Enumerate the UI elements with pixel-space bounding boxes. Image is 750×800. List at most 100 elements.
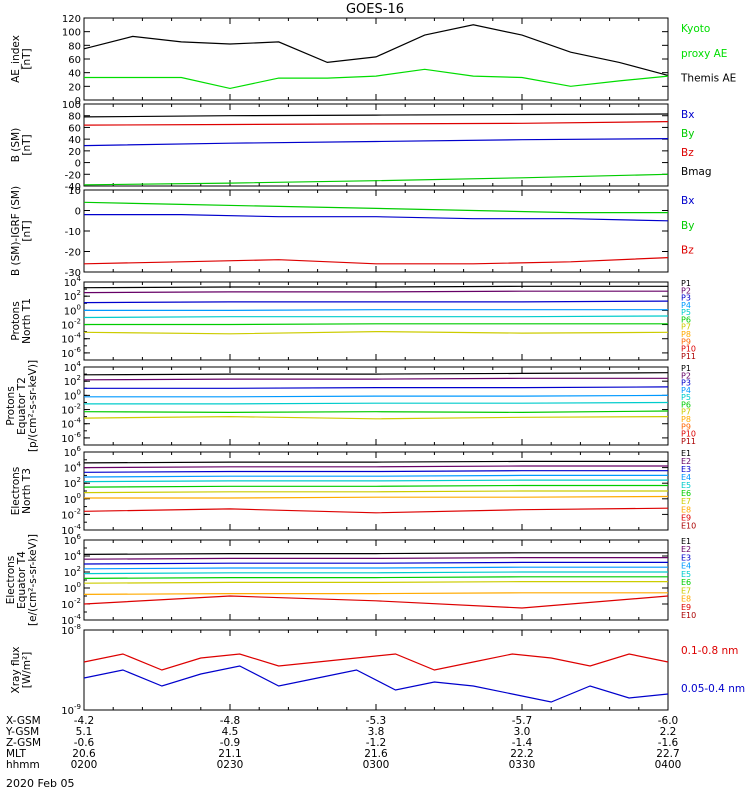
y-axis-label: B (SM)-IGRF (SM) [10, 186, 22, 276]
legend-entry: E9 [681, 513, 691, 522]
panel-3: -30 -20 -10 0 10 B (SM)-IGRF (SM) [nT] Bx By Bz [10, 186, 694, 279]
legend-entry: P5 [681, 393, 691, 402]
y-axis-label: Equator T2 [16, 377, 28, 435]
y-tick-label: 100 [64, 303, 81, 317]
y-tick-label: 10-4 [61, 417, 81, 431]
legend-entry: proxy AE [681, 48, 727, 60]
axis-row-value: -1.2 [366, 737, 387, 749]
series-line-p2 [83, 377, 668, 381]
series-line-p3 [84, 386, 669, 389]
y-tick-label: 100 [62, 28, 81, 39]
y-tick-label: 10 [68, 186, 81, 197]
y-tick-label: 100 [64, 388, 81, 402]
panel-7: 10-4 10-2 100 102 104 106 Electrons Equator T4[… [5, 533, 696, 627]
y-tick-label: 0 [75, 159, 81, 170]
legend-entry: P6 [681, 400, 691, 409]
series-line-e9 [83, 595, 669, 609]
series-line-bx [83, 138, 669, 147]
legend-entry: P7 [681, 323, 691, 332]
series-line-bmag [83, 113, 669, 118]
y-tick-label: 80 [68, 112, 81, 123]
legend-entry: P4 [681, 386, 691, 395]
axis-row-value: -1.4 [512, 737, 533, 749]
series-line-p6 [83, 410, 669, 414]
axis-row-value: -1.6 [658, 737, 679, 749]
series-line-bz [83, 257, 669, 265]
legend-entry: 0.05-0.4 nm [681, 683, 745, 695]
series-line-bx [84, 214, 669, 222]
y-axis-label: North T3 [21, 468, 33, 514]
y-tick-label: 10-8 [61, 623, 81, 637]
legend-entry: P11 [681, 437, 696, 446]
chart-title: GOES-16 [346, 2, 404, 17]
series-line-e7 [83, 490, 668, 494]
legend-entry: E8 [681, 505, 691, 514]
axis-row-value: -5.3 [366, 715, 387, 727]
panel-frame [83, 281, 669, 361]
series-line-by [83, 201, 668, 214]
y-tick-label: 10-9 [61, 703, 81, 717]
series-line-e1 [83, 460, 668, 464]
legend-entry: E4 [681, 473, 691, 482]
series-line-0-05-0-4-nm [83, 665, 669, 703]
y-tick-label: 10-6 [61, 431, 81, 445]
axis-row-label: X-GSM [6, 715, 41, 727]
legend-entry: E5 [681, 481, 691, 490]
series-line-e1 [83, 552, 668, 556]
legend-entry: P7 [681, 408, 691, 417]
legend-entry: E2 [681, 457, 691, 466]
y-axis-label: Electrons [5, 556, 17, 605]
y-tick-label: 102 [64, 565, 81, 579]
y-axis-label: Protons [10, 301, 22, 340]
legend-entry: E4 [681, 562, 691, 571]
y-tick-label: 106 [64, 533, 82, 547]
y-axis-label: [W/m²] [21, 652, 33, 689]
y-tick-label: -20 [65, 170, 81, 181]
series-line-e4 [83, 566, 668, 570]
legend-entry: E8 [681, 595, 691, 604]
panel-frame [83, 189, 669, 273]
legend-entry: E2 [681, 545, 691, 554]
y-axis-label: Electrons [10, 467, 22, 516]
y-tick-label: 104 [64, 549, 82, 563]
axis-row-value: 21.1 [218, 748, 241, 760]
panel-8: 10-9 10-8 Xray flux [W/m²] 0.1-0.8 nm 0.05-0.… [10, 623, 745, 717]
legend-entry: P6 [681, 315, 691, 324]
y-axis-label: [e/(cm²-s-sr-keV)] [27, 534, 39, 626]
y-axis-label: Xray flux [10, 647, 22, 694]
axis-row-value: 0230 [217, 759, 244, 771]
legend-entry: P3 [681, 379, 691, 388]
series-line-p6 [84, 323, 668, 326]
series-line-kyoto-proxy-ae [84, 68, 669, 90]
legend-entry: E6 [681, 489, 691, 498]
panel-frame [83, 629, 669, 711]
y-tick-label: -30 [65, 268, 81, 279]
y-tick-label: 10-2 [61, 597, 81, 611]
y-tick-label: -20 [65, 248, 81, 259]
y-tick-label: 10-4 [61, 332, 81, 346]
legend-entry: 0.1-0.8 nm [681, 645, 738, 657]
axis-row-value: 21.6 [364, 748, 388, 760]
legend-entry: P4 [681, 301, 691, 310]
axis-row-label: MLT [6, 748, 26, 760]
y-tick-label: 60 [68, 55, 81, 66]
series-line-e6 [83, 576, 668, 580]
y-tick-label: 100 [62, 100, 81, 111]
legend-entry: Bx [681, 195, 694, 207]
series-line-e3 [83, 470, 668, 473]
legend-entry: P1 [681, 279, 691, 288]
axis-row-label: Y-GSM [5, 726, 39, 738]
axis-row-value: 4.5 [222, 726, 239, 738]
series-line-p2 [83, 290, 668, 294]
y-tick-label: 10-4 [61, 613, 81, 627]
series-line-p1 [83, 372, 669, 376]
series-line-e6 [83, 484, 668, 488]
panel-frame [83, 17, 669, 101]
y-tick-label: 20 [68, 147, 81, 158]
legend-entry: P2 [681, 371, 691, 380]
series-line-themis-ae [83, 24, 669, 76]
axis-row-value: 0300 [363, 759, 390, 771]
legend-entry: Themis AE [680, 73, 736, 85]
